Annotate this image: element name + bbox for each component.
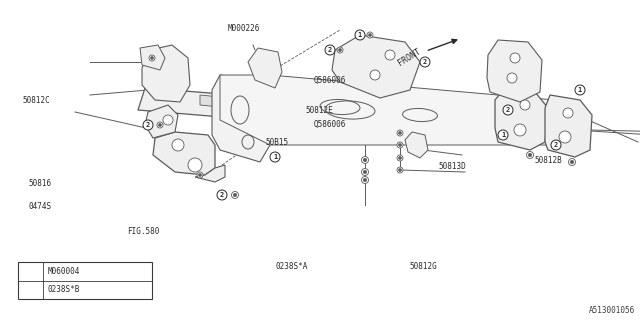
Circle shape [337, 47, 343, 53]
Polygon shape [138, 88, 560, 145]
Text: 2: 2 [29, 287, 32, 292]
Text: 50812E: 50812E [306, 106, 333, 115]
Circle shape [362, 177, 369, 183]
Polygon shape [140, 45, 165, 70]
Polygon shape [145, 105, 178, 138]
Text: 0474S: 0474S [29, 202, 52, 211]
Polygon shape [200, 95, 500, 135]
Polygon shape [487, 40, 542, 102]
Polygon shape [405, 132, 428, 158]
Text: 2: 2 [554, 142, 558, 148]
Text: 50812B: 50812B [534, 156, 562, 165]
Polygon shape [495, 88, 548, 150]
Text: 50B15: 50B15 [266, 138, 289, 147]
Text: A513001056: A513001056 [589, 306, 635, 315]
Circle shape [369, 34, 371, 36]
Circle shape [397, 167, 403, 173]
Circle shape [26, 285, 35, 295]
Circle shape [159, 124, 161, 126]
Text: 2: 2 [328, 47, 332, 53]
Bar [18, 262, 152, 299]
Circle shape [575, 85, 585, 95]
Text: 50812C: 50812C [22, 96, 50, 105]
Circle shape [143, 120, 153, 130]
Circle shape [188, 158, 202, 172]
Circle shape [399, 132, 401, 134]
Circle shape [370, 70, 380, 80]
Circle shape [551, 140, 561, 150]
Circle shape [397, 130, 403, 136]
Circle shape [385, 50, 395, 60]
Text: M060004: M060004 [48, 267, 80, 276]
Circle shape [150, 57, 154, 60]
Circle shape [270, 152, 280, 162]
Circle shape [157, 122, 163, 128]
Text: 0238S*A: 0238S*A [275, 262, 308, 271]
Text: 1: 1 [29, 269, 32, 274]
Circle shape [399, 143, 401, 147]
Circle shape [364, 170, 367, 174]
Text: 1: 1 [273, 154, 277, 160]
Circle shape [420, 57, 430, 67]
Circle shape [399, 156, 401, 159]
Circle shape [563, 108, 573, 118]
Polygon shape [332, 35, 420, 98]
Polygon shape [212, 75, 270, 162]
Circle shape [362, 156, 369, 164]
Circle shape [217, 190, 227, 200]
Circle shape [367, 32, 373, 38]
Polygon shape [248, 48, 282, 88]
Text: Q586006: Q586006 [314, 120, 346, 129]
Circle shape [520, 100, 530, 110]
Polygon shape [195, 165, 225, 182]
Circle shape [503, 105, 513, 115]
Text: 50813D: 50813D [438, 162, 466, 171]
Circle shape [397, 155, 403, 161]
Circle shape [397, 142, 403, 148]
Circle shape [568, 158, 575, 165]
Circle shape [172, 139, 184, 151]
Text: 50812G: 50812G [410, 262, 437, 271]
Circle shape [26, 267, 35, 276]
Text: 2: 2 [146, 122, 150, 128]
Circle shape [149, 55, 155, 61]
Polygon shape [153, 132, 215, 175]
Circle shape [163, 115, 173, 125]
Text: 2: 2 [220, 192, 224, 198]
Text: 1: 1 [501, 132, 505, 138]
Text: FRONT: FRONT [397, 47, 422, 68]
Circle shape [507, 73, 517, 83]
Circle shape [325, 45, 335, 55]
Text: 1: 1 [578, 87, 582, 93]
Text: 50816: 50816 [29, 180, 52, 188]
Circle shape [570, 160, 573, 164]
Circle shape [399, 169, 401, 172]
Circle shape [198, 173, 202, 177]
Text: 0238S*B: 0238S*B [48, 285, 80, 294]
Text: 2: 2 [506, 107, 510, 113]
Circle shape [510, 53, 520, 63]
Circle shape [355, 30, 365, 40]
Circle shape [362, 169, 369, 175]
Text: FIG.580: FIG.580 [127, 227, 159, 236]
Text: Q586006: Q586006 [314, 76, 346, 84]
Polygon shape [220, 75, 560, 145]
Circle shape [527, 151, 534, 158]
Text: M000226: M000226 [227, 24, 260, 33]
Polygon shape [545, 95, 592, 157]
Circle shape [514, 124, 526, 136]
Circle shape [339, 49, 342, 52]
Circle shape [528, 153, 532, 157]
Circle shape [233, 193, 237, 197]
Text: 1: 1 [358, 32, 362, 38]
Circle shape [197, 172, 203, 178]
Circle shape [364, 158, 367, 162]
Polygon shape [142, 45, 190, 102]
Circle shape [364, 178, 367, 182]
Text: 2: 2 [423, 59, 427, 65]
Circle shape [232, 191, 239, 198]
Circle shape [498, 130, 508, 140]
Circle shape [559, 131, 571, 143]
